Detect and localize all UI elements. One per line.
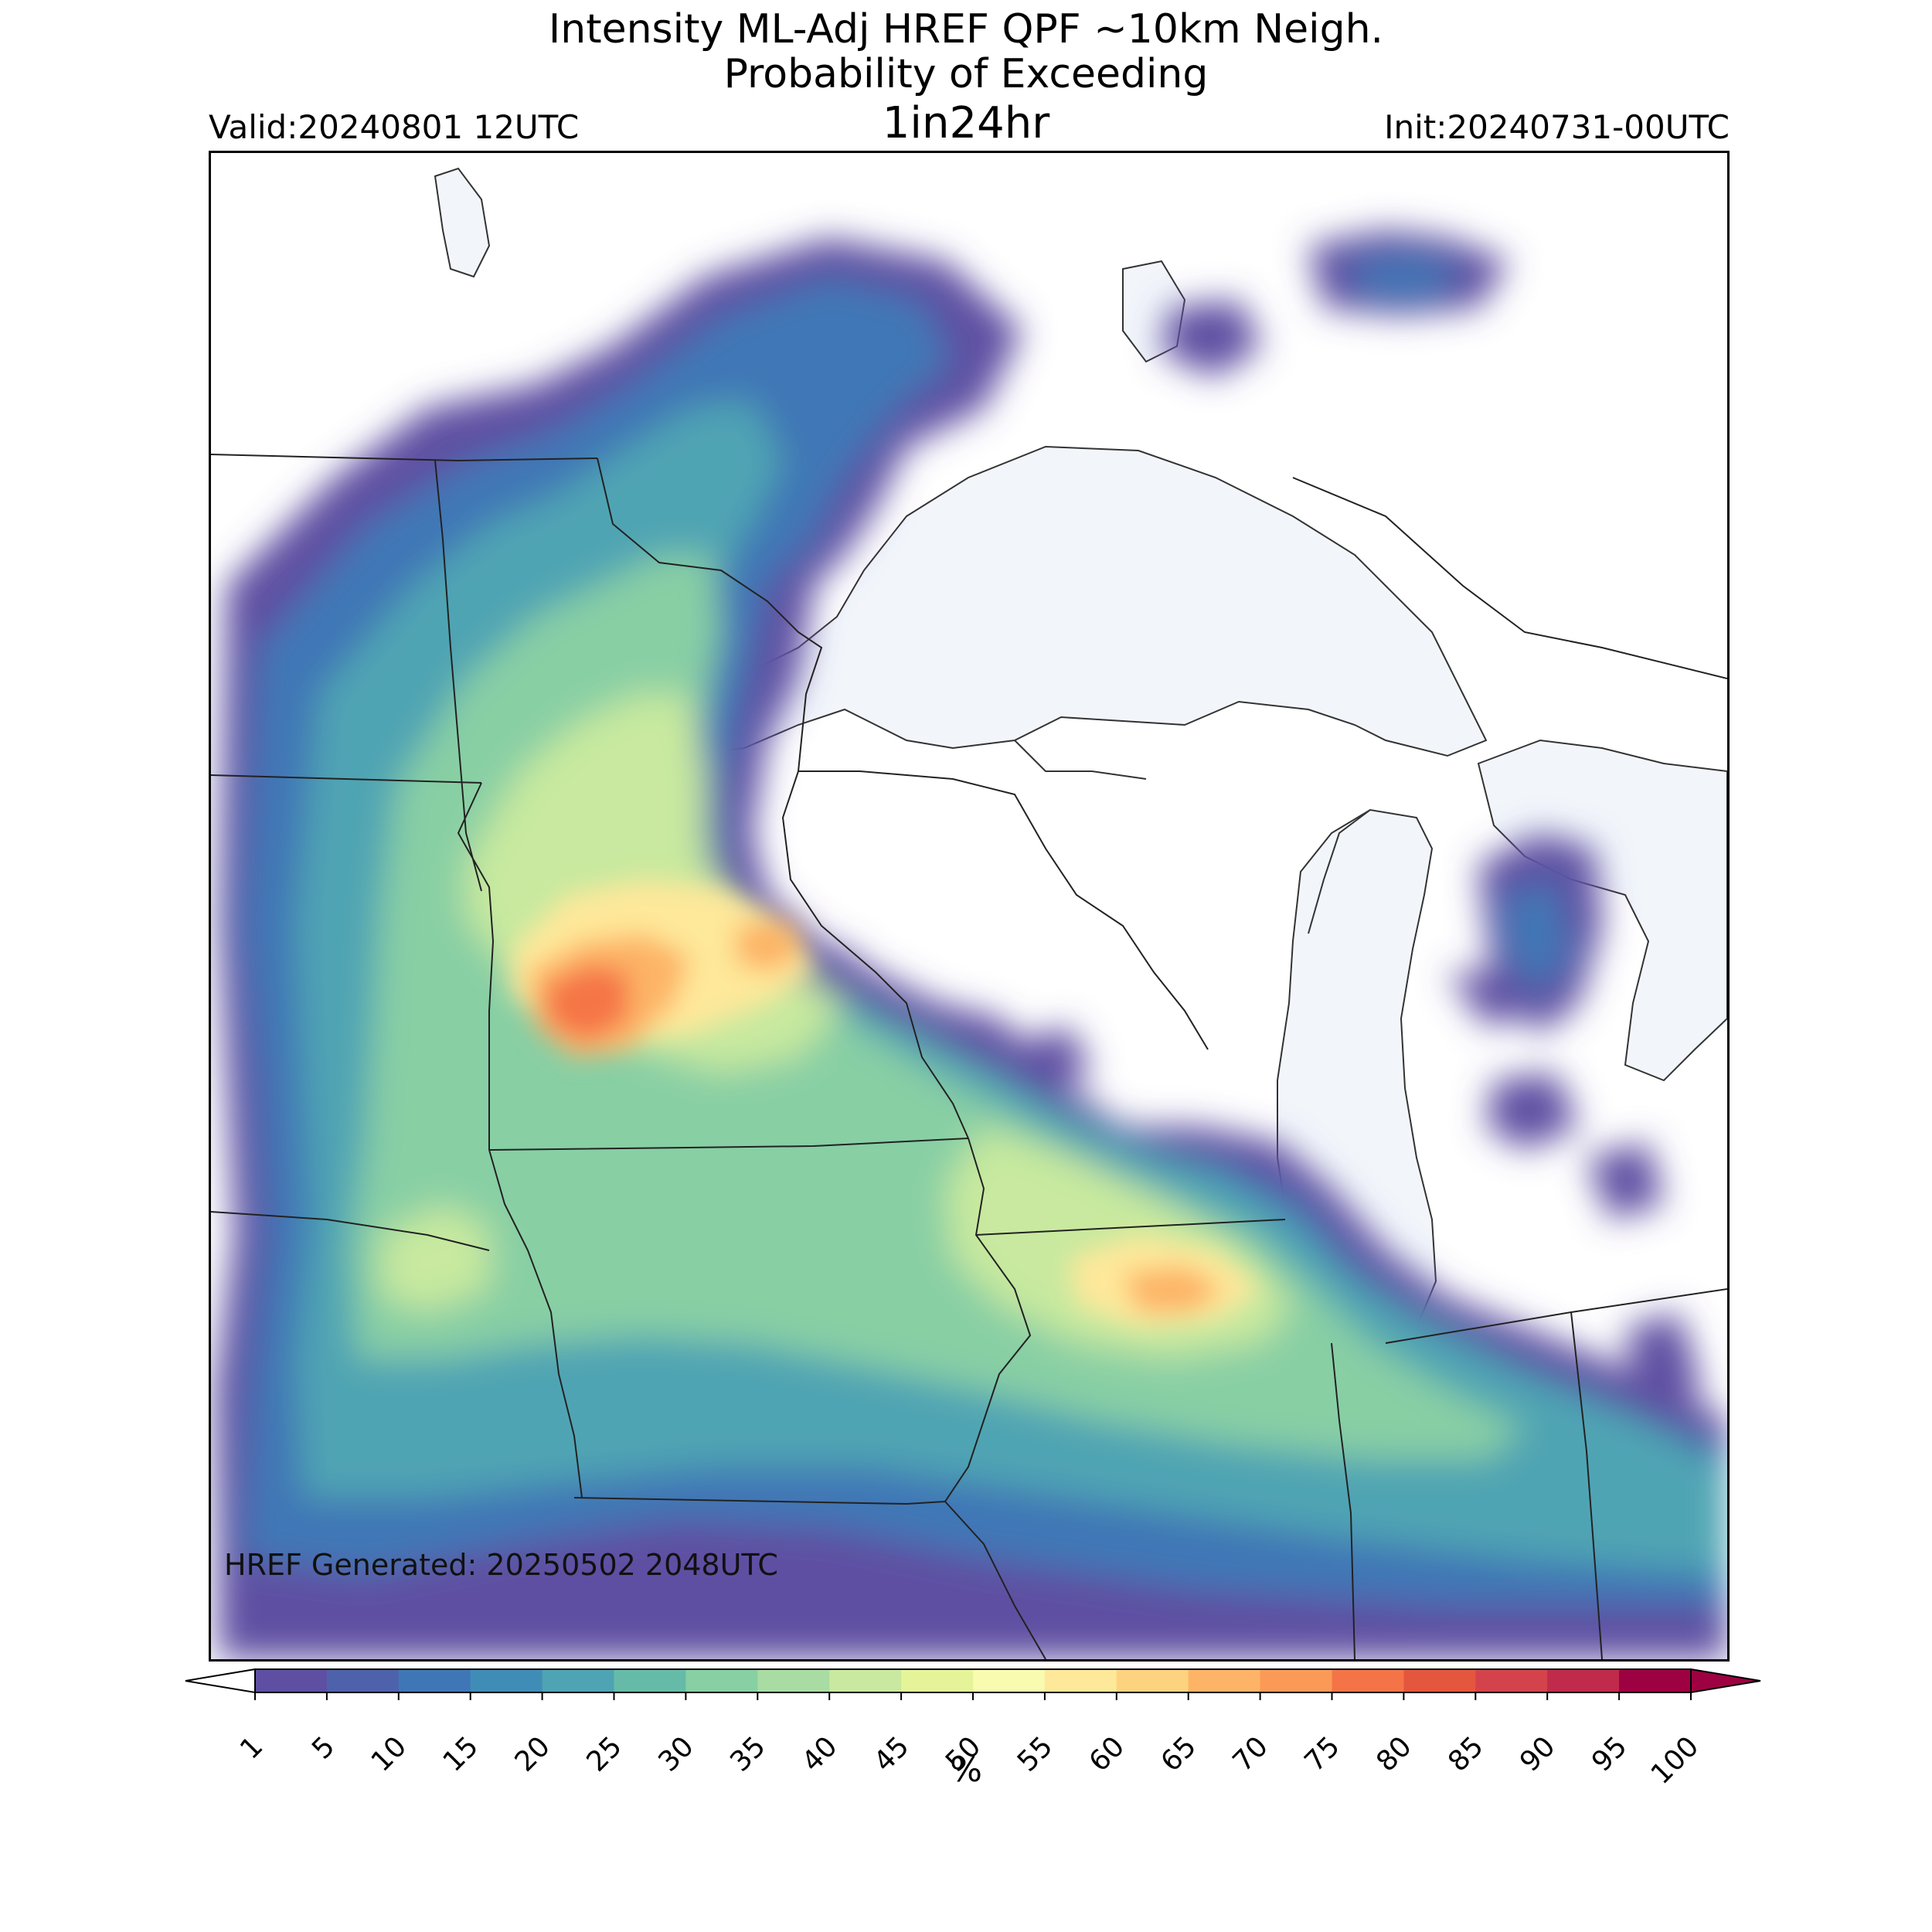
chart-title: Intensity ML-Adj HREF QPF ~10km Neigh. <box>548 6 1384 53</box>
colorbar-cell <box>470 1669 543 1692</box>
border-mn-ia <box>488 1138 969 1151</box>
colorbar-cell <box>1403 1669 1476 1692</box>
great-lakes-water <box>434 167 1727 1349</box>
colorbar-cell <box>829 1669 902 1692</box>
colorbar-cell <box>1475 1669 1548 1692</box>
lake-winnipeg <box>434 167 491 278</box>
map-canvas <box>211 167 1727 1659</box>
colorbar-cell <box>255 1669 328 1692</box>
border-ia-ne <box>488 1149 583 1498</box>
border-wi-il <box>975 1219 1286 1236</box>
colorbar-cell <box>1547 1669 1620 1692</box>
colorbar-cell <box>1116 1669 1189 1692</box>
colorbar-cell <box>1044 1669 1117 1692</box>
colorbar-unit-label: % <box>950 1750 982 1790</box>
colorbar-cell <box>542 1669 615 1692</box>
border-mo-il <box>944 1501 1046 1659</box>
border-upper-mi <box>798 770 1209 1050</box>
border-ia-il <box>944 1138 1032 1502</box>
colorbar-extend-high <box>1690 1668 1761 1694</box>
colorbar-cell <box>685 1669 758 1692</box>
colorbar-cell <box>1619 1669 1692 1692</box>
colorbar-cells <box>185 1668 1761 1694</box>
colorbar-cell <box>757 1669 830 1692</box>
coast-lines <box>1014 740 1371 934</box>
colorbar-cell <box>973 1669 1046 1692</box>
colorbar: 1 5 10 15 20 25 30 35 40 45 50 55 60 65 70 75 80 85 90 95 10… <box>185 1668 1761 1791</box>
political-borders <box>211 454 1727 1659</box>
border-sd-mn <box>457 782 495 1150</box>
colorbar-cell <box>398 1669 471 1692</box>
colorbar-cell <box>614 1669 686 1692</box>
colorbar-cell <box>1332 1669 1404 1692</box>
threshold-label: 1in24hr <box>882 98 1050 148</box>
probability-field <box>215 230 1727 1659</box>
border-in-oh <box>1570 1311 1603 1659</box>
colorbar-extend-low <box>185 1668 256 1694</box>
border-ia-mo <box>573 1497 946 1505</box>
border-mn-canada <box>211 454 598 462</box>
colorbar-cell <box>326 1669 400 1692</box>
colorbar-cell <box>901 1669 974 1692</box>
border-sd-ne <box>211 1211 490 1251</box>
valid-time-label: Valid:20240801 12UTC <box>209 108 580 146</box>
border-mn-nd <box>434 460 482 892</box>
border-il-in <box>1331 1342 1355 1659</box>
probability-core <box>512 879 1262 1328</box>
generated-timestamp: HREF Generated: 20250502 2048UTC <box>224 1548 778 1582</box>
map-panel <box>209 151 1730 1662</box>
contour-75 <box>543 964 628 1042</box>
border-canada-us-east <box>1292 477 1727 679</box>
colorbar-cell <box>1260 1669 1333 1692</box>
colorbar-cell <box>1188 1669 1261 1692</box>
chart-subtitle: Probability of Exceeding <box>723 51 1209 97</box>
init-time-label: Init:20240731-00UTC <box>1384 108 1730 146</box>
border-nd-sd <box>211 774 482 784</box>
